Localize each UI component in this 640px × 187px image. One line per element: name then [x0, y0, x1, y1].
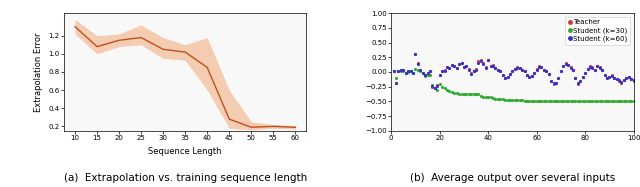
- Student (k=60): [623, 77, 630, 79]
- Student (k=60): [390, 70, 397, 73]
- Teacher: [615, 80, 623, 82]
- Student (k=30): [448, 91, 456, 93]
- Teacher: [390, 70, 397, 72]
- Teacher: [451, 65, 458, 67]
- Student (k=30): [390, 70, 397, 73]
- Text: (a)  Extrapolation vs. training sequence length: (a) Extrapolation vs. training sequence …: [63, 173, 307, 183]
- Teacher: [538, 66, 545, 68]
- Legend: Teacher, Student (k=30), Student (k=60): Teacher, Student (k=30), Student (k=60): [566, 17, 630, 45]
- Student (k=60): [538, 66, 545, 68]
- Line: Teacher: Teacher: [392, 52, 636, 90]
- Student (k=60): [451, 65, 458, 67]
- Teacher: [623, 77, 630, 79]
- Student (k=60): [412, 53, 419, 55]
- Teacher: [630, 80, 637, 82]
- Student (k=30): [538, 100, 545, 102]
- Student (k=30): [412, 68, 419, 70]
- Teacher: [441, 69, 449, 71]
- Teacher: [518, 69, 526, 71]
- Student (k=60): [441, 70, 449, 72]
- Student (k=30): [630, 100, 637, 102]
- X-axis label: Sequence Length: Sequence Length: [148, 147, 222, 156]
- Student (k=30): [516, 99, 524, 101]
- Student (k=30): [623, 100, 630, 102]
- Line: Student (k=60): Student (k=60): [392, 53, 636, 90]
- Teacher: [431, 87, 438, 90]
- Teacher: [412, 53, 419, 55]
- Y-axis label: Extrapolation Error: Extrapolation Error: [34, 32, 43, 112]
- Text: (b)  Average output over several inputs: (b) Average output over several inputs: [410, 173, 615, 183]
- Student (k=30): [523, 100, 531, 102]
- Student (k=60): [518, 69, 526, 71]
- Student (k=60): [431, 87, 438, 90]
- Student (k=60): [615, 79, 623, 81]
- Line: Student (k=30): Student (k=30): [392, 67, 636, 103]
- Student (k=30): [615, 100, 623, 102]
- Student (k=30): [438, 86, 446, 88]
- Student (k=60): [630, 79, 637, 81]
